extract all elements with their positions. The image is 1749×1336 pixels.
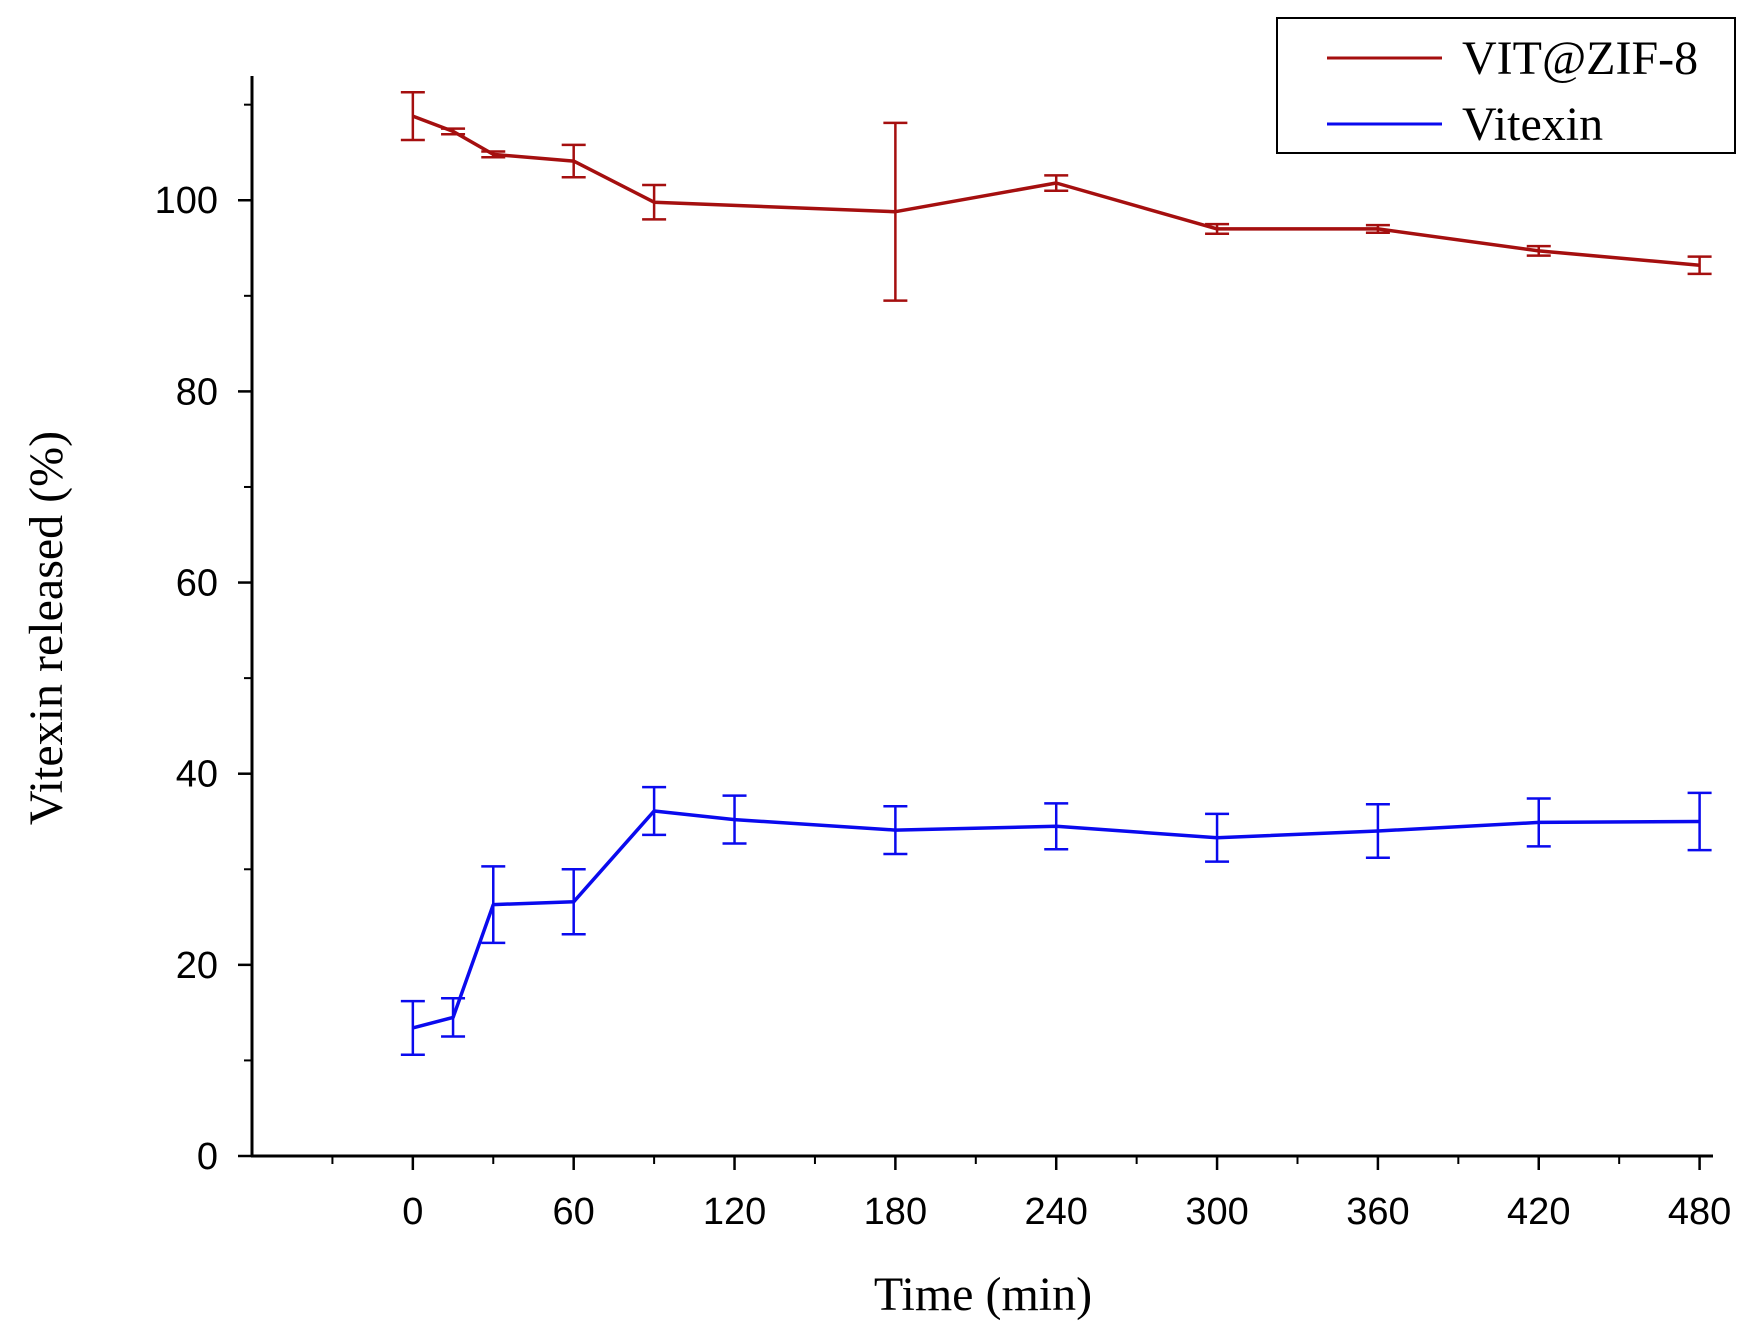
series-vit-zif-8 bbox=[400, 90, 1712, 302]
y-tick-label: 40 bbox=[176, 754, 218, 796]
error-bar-vit-zif-8 bbox=[400, 90, 425, 142]
legend-label-vitexin: Vitexin bbox=[1462, 98, 1603, 151]
error-bar-vitexin bbox=[561, 868, 586, 936]
error-bar-vitexin bbox=[722, 794, 747, 845]
legend-label-vit-zif8: VIT@ZIF-8 bbox=[1462, 32, 1698, 85]
error-bar-vitexin bbox=[1044, 802, 1069, 851]
y-tick-label: 100 bbox=[155, 180, 218, 222]
y-tick-label: 20 bbox=[176, 945, 218, 987]
series-line-vitexin bbox=[412, 809, 1700, 1030]
error-bar-vitexin bbox=[1526, 797, 1551, 848]
x-tick-label: 0 bbox=[402, 1191, 423, 1233]
x-tick-label: 180 bbox=[864, 1191, 927, 1233]
error-bar-vitexin bbox=[642, 785, 667, 837]
legend-box bbox=[1276, 17, 1736, 154]
x-tick-label: 360 bbox=[1346, 1191, 1409, 1233]
error-bar-vit-zif-8 bbox=[1044, 174, 1069, 192]
x-tick-label: 480 bbox=[1668, 1191, 1731, 1233]
y-tick-label: 0 bbox=[197, 1136, 218, 1178]
axes: 0 60 120 180 240 300 360 420 480 0 20 40 60 80 100 bbox=[155, 76, 1731, 1233]
error-bar-vit-zif-8 bbox=[441, 127, 466, 136]
error-bar-vit-zif-8 bbox=[561, 143, 586, 179]
legend: VIT@ZIF-8 Vitexin bbox=[1276, 17, 1736, 154]
error-bar-vitexin bbox=[400, 999, 425, 1056]
x-tick-label: 120 bbox=[703, 1191, 766, 1233]
error-bar-vit-zif-8 bbox=[1526, 244, 1551, 257]
error-bar-vit-zif-8 bbox=[642, 183, 667, 221]
series-layer bbox=[400, 90, 1712, 1056]
x-tick-label: 60 bbox=[553, 1191, 595, 1233]
x-axis-title: Time (min) bbox=[874, 1268, 1092, 1321]
y-tick-label: 80 bbox=[176, 371, 218, 413]
error-bar-vitexin bbox=[441, 997, 466, 1038]
error-bar-vit-zif-8 bbox=[1365, 223, 1390, 234]
error-bar-vit-zif-8 bbox=[1687, 255, 1712, 276]
x-tick-label: 420 bbox=[1507, 1191, 1570, 1233]
x-tick-label: 240 bbox=[1025, 1191, 1088, 1233]
error-bar-vit-zif-8 bbox=[1205, 222, 1230, 235]
y-tick-label: 60 bbox=[176, 563, 218, 605]
error-bar-vit-zif-8 bbox=[481, 150, 506, 159]
y-axis-title: Vitexin released (%) bbox=[20, 431, 73, 825]
error-bar-vitexin bbox=[883, 804, 908, 856]
error-bar-vit-zif-8 bbox=[883, 121, 908, 302]
error-bar-vitexin bbox=[1205, 812, 1230, 863]
series-vitexin bbox=[400, 785, 1712, 1056]
error-bar-vitexin bbox=[481, 865, 506, 945]
error-bar-vitexin bbox=[1365, 803, 1390, 860]
error-bar-vitexin bbox=[1687, 791, 1712, 852]
x-tick-label: 300 bbox=[1185, 1191, 1248, 1233]
